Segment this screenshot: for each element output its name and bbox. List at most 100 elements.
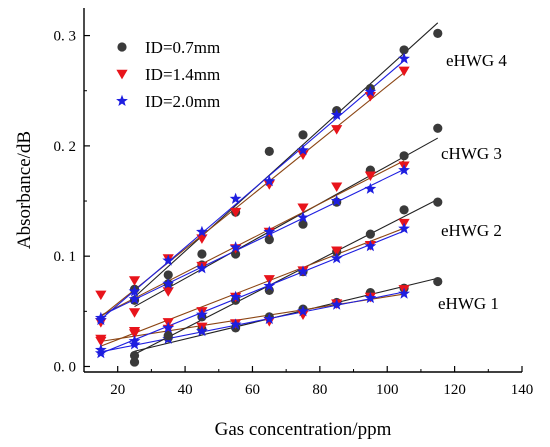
data-point [129, 350, 140, 361]
data-point [398, 163, 410, 176]
data-point [433, 123, 443, 133]
data-point [297, 305, 309, 317]
data-point [196, 324, 208, 337]
data-point [128, 338, 141, 350]
data-point [94, 347, 107, 359]
data-point [95, 336, 107, 347]
data-point [433, 276, 443, 287]
data-point [433, 197, 443, 207]
data-point [94, 343, 107, 355]
data-point [364, 240, 377, 252]
legend: ID=0.7mm ID=1.4mm ID=2.0mm [116, 38, 220, 111]
data-point [264, 146, 274, 156]
data-point [330, 108, 343, 121]
group-label: eHWG 2 [441, 221, 502, 240]
data-point [128, 326, 141, 337]
data-point [398, 287, 410, 299]
data-point [162, 287, 174, 297]
data-point [298, 219, 308, 229]
data-point [229, 192, 242, 204]
y-tick-label: 0. 2 [54, 139, 77, 155]
data-point [229, 241, 242, 253]
fit-line [134, 137, 439, 308]
group-label: cHWG 3 [441, 144, 502, 163]
data-point [330, 194, 343, 207]
fit-lines [100, 22, 439, 355]
data-point [330, 252, 343, 264]
y-tick-label: 0. 1 [54, 249, 77, 265]
data-point [231, 249, 241, 259]
data-point [398, 66, 410, 77]
axes: 20 40 60 80 100 120 140 0. 0 0. 1 0. 2 0. 3 [54, 8, 534, 398]
y-tick-label: 0. 3 [54, 29, 77, 45]
fit-line [100, 227, 405, 347]
y-axis-title: Absorbance/dB [14, 131, 35, 249]
data-point [364, 291, 377, 304]
fit-line [100, 291, 405, 353]
data-point [264, 235, 274, 245]
legend-marker [116, 94, 128, 107]
x-tick-label: 120 [443, 382, 466, 398]
data-point [398, 222, 410, 234]
data-markers [94, 28, 443, 367]
data-point [364, 182, 377, 194]
data-point [298, 130, 308, 140]
data-point [263, 180, 275, 190]
data-point [399, 205, 409, 215]
data-point [196, 225, 208, 237]
x-tick-label: 80 [312, 382, 327, 398]
fit-line [100, 160, 405, 316]
data-point [364, 171, 376, 181]
data-point [230, 207, 242, 218]
data-point [330, 298, 343, 310]
fit-line [134, 22, 439, 298]
data-point [263, 312, 276, 325]
data-point [163, 331, 173, 341]
group-label: eHWG 4 [446, 51, 507, 70]
y-tick-label: 0. 0 [54, 359, 77, 375]
data-point [196, 308, 208, 320]
data-point [229, 290, 242, 303]
data-point [365, 229, 375, 239]
data-point [398, 52, 410, 64]
x-tick-label: 60 [245, 382, 260, 398]
data-point [129, 357, 140, 367]
data-point [94, 313, 107, 326]
fit-line [100, 230, 405, 354]
data-point [128, 308, 141, 318]
data-point [163, 270, 173, 280]
data-point [162, 254, 175, 266]
data-point [196, 262, 208, 274]
data-point [128, 334, 141, 347]
x-tick-label: 100 [376, 382, 399, 398]
data-point [197, 249, 207, 259]
fit-line [100, 60, 405, 320]
data-point [128, 276, 141, 286]
legend-label: ID=0.7mm [145, 38, 220, 57]
legend-marker [116, 69, 128, 80]
data-point [263, 174, 276, 187]
data-point [196, 234, 208, 244]
data-point [297, 144, 309, 156]
data-point [399, 45, 409, 55]
group-label: eHWG 1 [438, 294, 499, 313]
fit-line [134, 198, 439, 355]
data-point [297, 203, 309, 213]
data-point [263, 279, 276, 291]
data-point [263, 225, 276, 237]
x-tick-label: 20 [110, 382, 125, 398]
data-point [297, 265, 309, 277]
legend-label: ID=1.4mm [145, 65, 220, 84]
data-point [162, 277, 175, 289]
x-tick-label: 140 [511, 382, 534, 398]
data-point [331, 246, 343, 256]
data-point [128, 285, 141, 297]
data-point [162, 321, 175, 333]
data-point [399, 151, 409, 161]
legend-marker [117, 42, 127, 52]
fit-line [100, 168, 405, 317]
data-point [433, 28, 443, 38]
x-tick-label: 40 [178, 382, 193, 398]
data-point [331, 182, 343, 193]
